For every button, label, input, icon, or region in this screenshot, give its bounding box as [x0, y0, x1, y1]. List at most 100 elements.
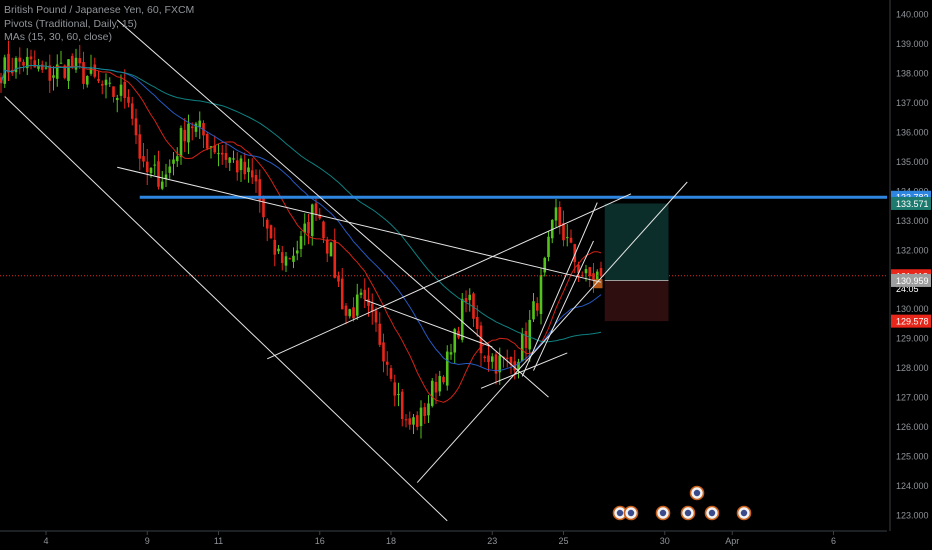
candle-body	[22, 61, 25, 66]
candle-body	[157, 161, 160, 187]
candle-body	[280, 252, 284, 263]
candle-body	[490, 356, 494, 362]
candle-body	[352, 307, 355, 319]
candle-body	[183, 129, 187, 142]
candle-body	[303, 223, 307, 233]
candle-body	[247, 167, 250, 173]
candle-body	[284, 256, 288, 266]
candle-body	[37, 66, 40, 69]
candle-body	[532, 301, 535, 320]
candle-body	[562, 223, 565, 241]
price-tick-label: 130.000	[896, 304, 929, 314]
candle-body	[265, 219, 269, 229]
candle-body	[115, 97, 119, 100]
price-tick-label: 139.000	[896, 39, 929, 49]
candle-body	[217, 153, 220, 155]
candle-body	[97, 78, 100, 81]
candle-body	[48, 65, 52, 81]
candle-body	[419, 407, 423, 427]
candle-body	[554, 207, 558, 221]
candle-body	[318, 214, 322, 219]
candle-body	[168, 166, 172, 173]
candle-body	[100, 84, 104, 86]
candle-body	[543, 257, 547, 273]
event-flag-icon-core	[627, 509, 635, 517]
candle-body	[78, 58, 82, 64]
candle-body	[138, 134, 142, 159]
candle-body	[258, 179, 262, 201]
candle-body	[93, 64, 97, 77]
time-tick-label: 23	[487, 536, 497, 546]
candle-body	[588, 267, 592, 277]
chart-legend: British Pound / Japanese Yen, 60, FXCM P…	[4, 4, 194, 45]
event-flag-icon-core	[693, 489, 701, 497]
candle-body	[595, 271, 599, 284]
candle-body	[172, 159, 175, 164]
candle-body	[55, 64, 59, 79]
candle-body	[127, 96, 130, 103]
candle-body	[389, 368, 393, 379]
candle-body	[59, 62, 63, 64]
candle-body	[367, 299, 370, 306]
legend-moving-averages[interactable]: MAs (15, 30, 60, close)	[4, 31, 112, 43]
price-tick-label: 128.000	[896, 363, 929, 373]
candle-body	[130, 103, 134, 119]
candle-body	[220, 152, 224, 155]
time-tick-label: 18	[386, 536, 396, 546]
candle-body	[348, 309, 352, 317]
candle-body	[108, 82, 112, 84]
candle-body	[7, 53, 10, 73]
moving-average-60	[0, 64, 602, 343]
trend-lines	[4, 19, 688, 522]
candle-body	[243, 161, 247, 175]
trend-line	[4, 96, 448, 522]
time-tick-label: 6	[831, 536, 836, 546]
price-tick-label: 137.000	[896, 98, 929, 108]
candle-body	[25, 56, 29, 69]
candle-body	[44, 67, 48, 69]
event-markers	[612, 485, 752, 521]
legend-symbol[interactable]: British Pound / Japanese Yen, 60, FXCM	[4, 4, 195, 16]
candle-body	[524, 331, 528, 348]
candle-body	[119, 84, 123, 96]
candle-body	[445, 351, 449, 386]
candle-body	[393, 382, 397, 396]
candle-body	[483, 356, 487, 359]
candle-body	[104, 79, 108, 86]
candle-body	[209, 146, 213, 148]
candle-body	[262, 198, 265, 218]
time-tick-label: 30	[660, 536, 670, 546]
legend-pivots[interactable]: Pivots (Traditional, Daily, 15)	[4, 17, 138, 30]
candle-body	[494, 354, 498, 374]
candle-body	[145, 161, 149, 173]
candle-body	[509, 356, 513, 365]
candle-body	[213, 145, 217, 153]
time-tick-label: 16	[315, 536, 325, 546]
price-tick-label: 133.000	[896, 216, 929, 226]
candle-body	[344, 305, 348, 316]
candle-body	[70, 55, 74, 68]
candle-body	[82, 62, 85, 84]
candle-body	[520, 333, 524, 362]
candle-body	[340, 278, 344, 310]
candle-body	[322, 221, 325, 239]
event-flag-icon-core	[740, 509, 748, 517]
candle-body	[29, 56, 33, 60]
candle-body	[423, 407, 427, 416]
candle-body	[468, 294, 472, 301]
candle-body	[112, 86, 115, 97]
candle-body	[584, 268, 588, 274]
trend-line	[521, 202, 598, 377]
candle-body	[460, 298, 464, 340]
price-label-text: 133.571	[896, 199, 929, 209]
trend-line	[364, 299, 493, 348]
candle-body	[273, 239, 277, 255]
price-tick-label: 125.000	[896, 452, 929, 462]
candle-body	[498, 355, 502, 373]
candle-body	[149, 168, 153, 174]
candle-body	[430, 380, 434, 406]
candle-body	[412, 417, 415, 425]
trend-line	[533, 240, 594, 371]
